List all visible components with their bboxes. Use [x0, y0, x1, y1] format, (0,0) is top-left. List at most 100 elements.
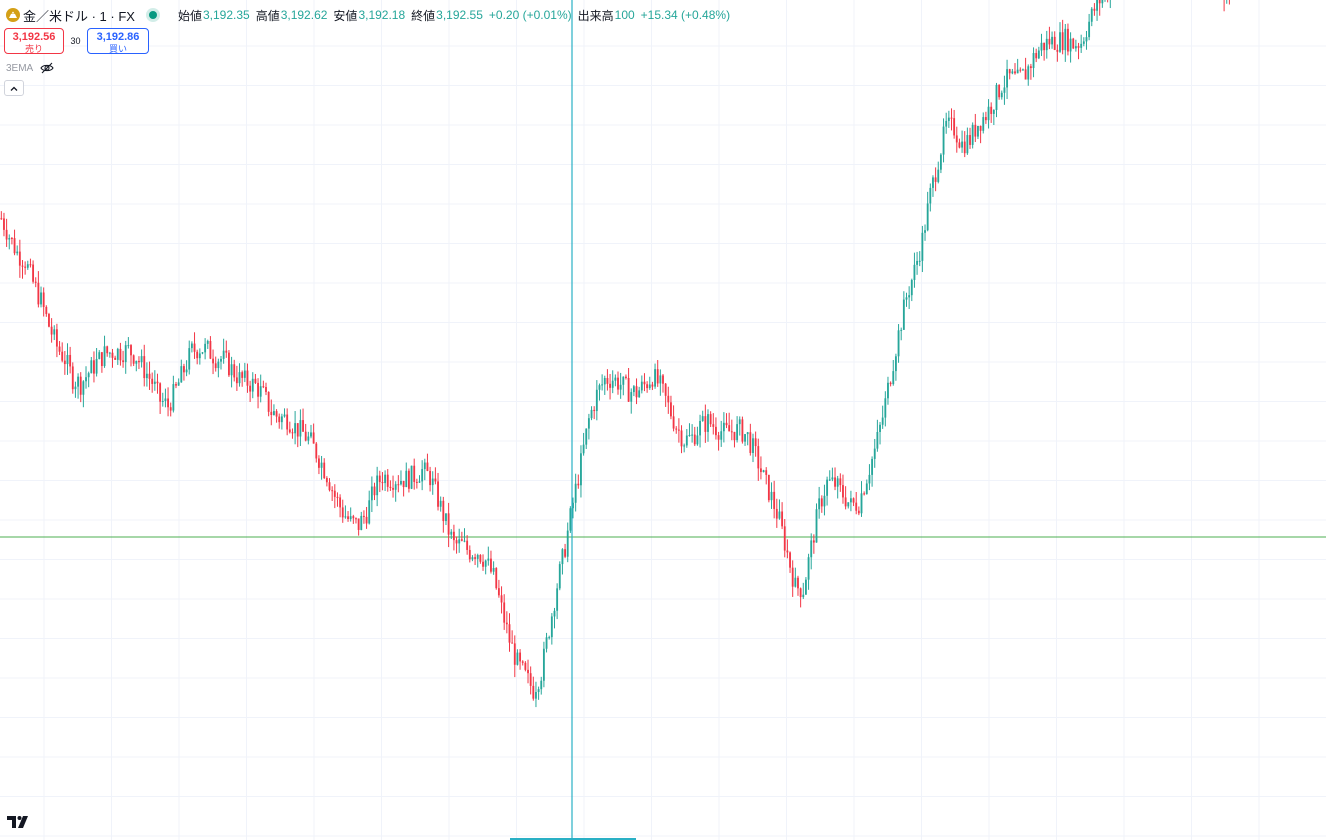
candle	[926, 191, 929, 232]
candle-body	[349, 516, 352, 520]
candle	[1074, 39, 1077, 52]
candle	[566, 522, 569, 563]
candle-body	[1000, 92, 1003, 98]
candle-body	[939, 154, 942, 170]
candle-body	[373, 486, 376, 496]
candle-body	[228, 352, 230, 376]
candle	[789, 551, 791, 573]
candle	[487, 546, 490, 566]
candle	[540, 676, 543, 695]
candle	[450, 529, 453, 540]
collapse-legend-button[interactable]	[4, 80, 24, 96]
indicator-name[interactable]: 3EMA	[6, 62, 34, 74]
gold-symbol-icon	[6, 8, 20, 22]
candle-body	[183, 366, 185, 373]
candle	[881, 405, 884, 429]
candle-body	[651, 384, 654, 387]
candle	[1098, 0, 1101, 16]
candle	[1043, 42, 1046, 61]
candle-body	[601, 384, 604, 386]
candle-body	[1035, 53, 1038, 59]
candle-body	[376, 475, 379, 496]
candle	[992, 109, 995, 126]
candle-body	[196, 351, 199, 359]
buy-button[interactable]: 3,192.86 買い	[87, 28, 149, 54]
tradingview-logo-icon[interactable]	[7, 815, 32, 833]
candle	[442, 496, 445, 533]
candle	[1011, 68, 1014, 75]
candle-body	[302, 420, 304, 432]
candle-body	[1077, 46, 1080, 48]
candle	[945, 112, 948, 134]
candle-body	[736, 424, 739, 441]
hidden-eye-icon[interactable]	[40, 62, 54, 74]
candle-body	[826, 479, 829, 496]
candle	[270, 399, 273, 426]
candle	[598, 383, 601, 401]
candle	[548, 635, 551, 640]
candle	[1037, 46, 1040, 60]
candle	[307, 431, 310, 445]
candle-body	[431, 478, 434, 486]
candle	[709, 411, 712, 428]
candle	[1024, 57, 1027, 80]
candle-body	[1032, 53, 1035, 69]
candle	[1040, 33, 1043, 57]
candle	[339, 494, 342, 518]
candle-body	[640, 381, 643, 391]
candle	[1072, 37, 1075, 50]
candle-body	[48, 314, 50, 327]
candle-body	[905, 297, 908, 300]
candle	[834, 467, 836, 491]
candle-body	[299, 420, 302, 437]
candle-body	[537, 689, 540, 693]
candle	[0, 211, 3, 220]
candle	[291, 428, 294, 439]
candle	[251, 372, 254, 399]
candle-body	[185, 369, 188, 373]
candle-body	[659, 375, 662, 384]
candle-body	[479, 555, 482, 562]
candle-body	[79, 376, 82, 395]
candle-body	[961, 141, 964, 148]
candle-body	[664, 383, 667, 396]
candle	[497, 579, 500, 598]
candle	[246, 363, 249, 393]
symbol-title[interactable]: 金／米ドル · 1 · FX	[23, 8, 135, 24]
candle	[349, 507, 352, 522]
candle-body	[458, 539, 461, 544]
candle	[1029, 63, 1032, 80]
candle-body	[1088, 21, 1091, 38]
candle-body	[693, 434, 696, 445]
candle-body	[275, 411, 278, 417]
candle	[341, 499, 344, 523]
candle	[675, 426, 678, 434]
candle	[741, 416, 744, 444]
candle	[124, 340, 127, 374]
candle-body	[646, 384, 649, 389]
candle-body	[842, 485, 844, 498]
candle-body	[204, 343, 207, 353]
candle	[550, 613, 553, 645]
candle	[90, 356, 93, 374]
candle	[622, 376, 625, 396]
candle	[296, 423, 299, 448]
candle	[460, 531, 463, 542]
candle-body	[500, 595, 503, 603]
candle-body	[389, 486, 392, 488]
candle-body	[569, 508, 572, 531]
candle-body	[532, 685, 535, 699]
candle-body	[550, 616, 553, 638]
candle	[1069, 32, 1072, 63]
candle	[828, 470, 831, 482]
sell-button[interactable]: 3,192.56 売り	[4, 28, 64, 54]
candle-body	[233, 364, 236, 378]
candle-body	[474, 557, 477, 559]
candle-body	[1037, 50, 1040, 59]
candle	[826, 476, 829, 506]
candle-body	[85, 377, 87, 382]
candle-body	[172, 384, 175, 411]
open-value: 3,192.35	[202, 8, 250, 22]
candle-body	[50, 326, 53, 335]
